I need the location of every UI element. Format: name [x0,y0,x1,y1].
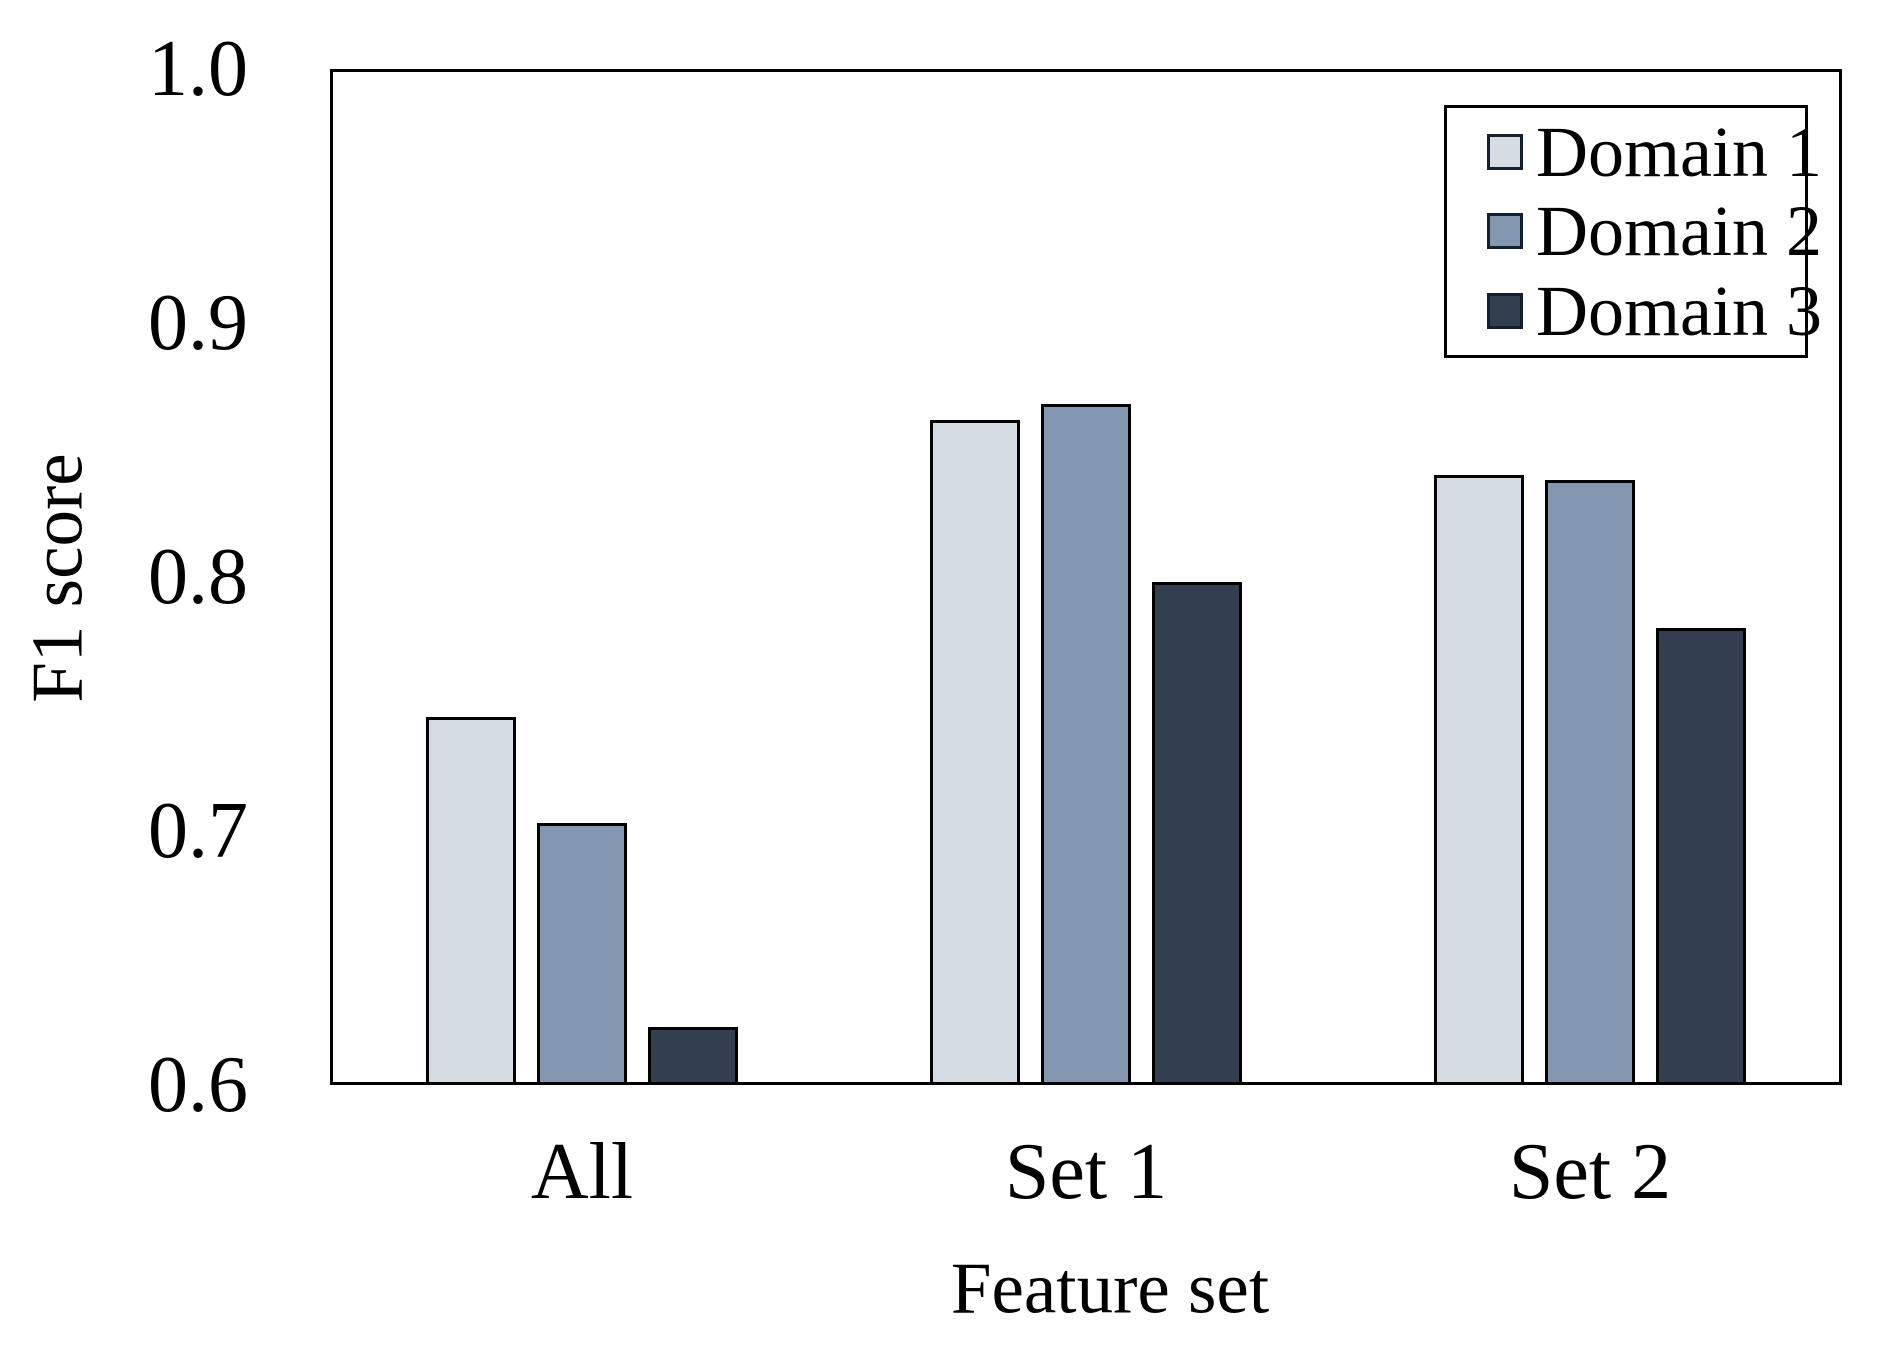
bar-all-domain-3 [648,1027,738,1085]
bar-set-2-domain-3 [1656,628,1746,1085]
bar-set-1-domain-2 [1041,404,1131,1085]
bar-set-1-domain-1 [930,420,1020,1085]
legend-swatch-domain-2 [1487,213,1523,250]
legend-item-domain-1: Domain 1 [1487,116,1822,188]
legend-swatch-domain-1 [1487,133,1523,170]
x-axis-title: Feature set [950,1247,1270,1329]
legend: Domain 1 Domain 2 Domain 3 [1444,105,1822,358]
bar-set-2-domain-2 [1545,480,1635,1085]
bar-all-domain-2 [537,823,627,1085]
legend-label-domain-1: Domain 1 [1536,111,1822,192]
legend-swatch-domain-3 [1487,293,1523,330]
bar-set-1-domain-3 [1152,582,1242,1085]
x-tick-label-all: All [530,1128,634,1216]
y-tick-label-1-0: 1.0 [148,25,248,113]
bar-all-domain-1 [426,717,516,1085]
y-tick-label-0-6: 0.6 [148,1041,248,1129]
x-tick-label-set-2: Set 2 [1508,1128,1672,1216]
y-tick-label-0-7: 0.7 [148,787,248,875]
legend-item-domain-2: Domain 2 [1487,195,1822,267]
y-tick-label-0-8: 0.8 [148,533,248,621]
plot-area [330,69,1842,1085]
bar-set-2-domain-1 [1434,475,1524,1085]
legend-label-domain-2: Domain 2 [1536,191,1822,272]
legend-label-domain-3: Domain 3 [1536,271,1822,352]
y-tick-label-0-9: 0.9 [148,279,248,367]
x-tick-label-set-1: Set 1 [1004,1128,1168,1216]
legend-item-domain-3: Domain 3 [1487,275,1822,347]
